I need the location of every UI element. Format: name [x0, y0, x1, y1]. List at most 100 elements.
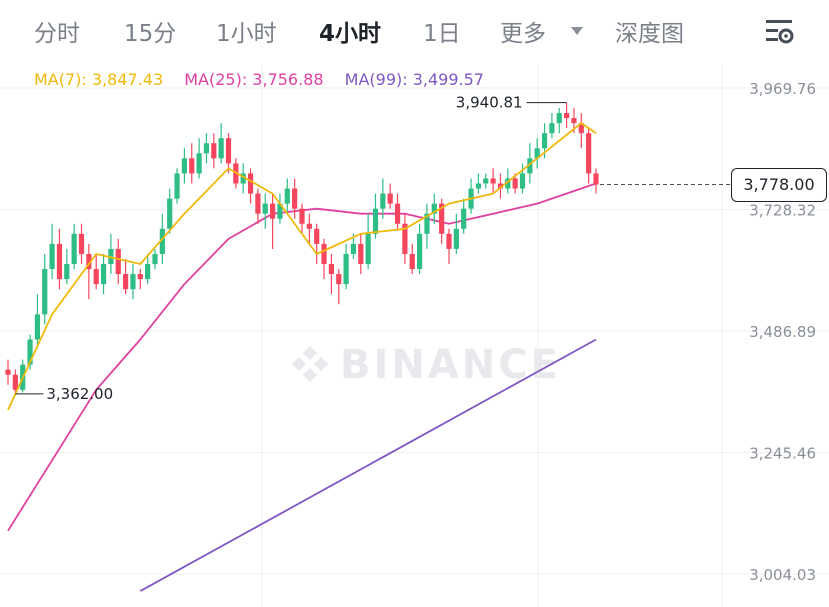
y-axis-tick-label: 3,969.76: [749, 80, 816, 98]
candle-body: [380, 193, 386, 209]
candle-body: [255, 193, 261, 214]
candle-body: [306, 223, 312, 229]
candle-body: [365, 233, 371, 265]
candle-body: [439, 203, 445, 234]
tab-1h[interactable]: 1小时: [216, 21, 277, 47]
candle-body: [262, 203, 268, 214]
candle-body: [292, 188, 298, 209]
candle-body: [586, 133, 592, 174]
candle-body: [284, 188, 290, 204]
candle-body: [247, 173, 254, 194]
candle-body: [64, 264, 70, 280]
candle-body: [167, 198, 173, 229]
candle-body: [541, 133, 548, 149]
candlestick-chart[interactable]: 3,969.76 3,728.32 3,486.89 3,245.46 3,004.03…: [0, 64, 829, 607]
candle-body: [100, 264, 107, 285]
candle-body: [343, 253, 349, 285]
timeframe-tabs: 分时 15分 1小时 4小时 1日 更多 深度图: [0, 0, 829, 64]
candle-body: [277, 203, 283, 219]
candle-body: [571, 118, 577, 124]
candle-body: [71, 233, 77, 265]
candle-body: [115, 248, 121, 275]
tab-time-sharing[interactable]: 分时: [34, 21, 80, 47]
low-price-label: 3,362.00: [46, 385, 113, 403]
ma7-line: [7, 122, 597, 411]
candle-body: [394, 203, 401, 224]
tab-depth-chart[interactable]: 深度图: [615, 21, 684, 47]
tab-1d[interactable]: 1日: [423, 21, 461, 47]
candle-body: [556, 113, 562, 124]
candle-body: [505, 178, 511, 189]
candle-body: [56, 243, 63, 280]
candle-body: [86, 253, 92, 270]
candle-body: [189, 158, 195, 174]
candle-body: [218, 138, 224, 159]
candle-body: [475, 183, 481, 189]
candle-body: [78, 233, 85, 254]
candle-body: [519, 173, 526, 189]
candle-body: [497, 183, 504, 189]
tab-4h[interactable]: 4小时: [319, 21, 382, 47]
candle-body: [417, 233, 423, 270]
ma25-label: MA(25): 3,756.88: [184, 70, 324, 89]
ma99-label: MA(99): 3,499.57: [344, 70, 484, 89]
candle-body: [549, 123, 555, 134]
tab-15m[interactable]: 15分: [124, 21, 177, 47]
candle-body: [593, 173, 599, 185]
candle-body: [453, 228, 459, 249]
candle-body: [240, 173, 246, 184]
y-axis-tick-label: 3,486.89: [749, 323, 816, 341]
candle-body: [93, 269, 99, 285]
ma99-line: [139, 338, 597, 592]
candle-body: [196, 153, 202, 174]
candle-body: [321, 243, 327, 265]
candle-body: [27, 339, 33, 365]
candle-body: [446, 233, 452, 249]
y-axis-tick-label: 3,004.03: [749, 566, 816, 584]
candle-body: [152, 253, 158, 265]
candle-body: [358, 243, 364, 265]
candle-body: [431, 203, 437, 214]
candle-body: [5, 369, 11, 375]
y-axis-tick-label: 3,245.46: [749, 445, 816, 463]
current-price-label: 3,778.00: [731, 167, 827, 202]
ma-legend: MA(7): 3,847.43 MA(25): 3,756.88 MA(99):…: [34, 70, 500, 89]
candle-body: [350, 243, 357, 254]
candle-body: [314, 228, 320, 244]
candle-body: [137, 274, 143, 280]
candle-body: [225, 138, 232, 164]
candle-body: [130, 274, 136, 290]
candle-body: [270, 203, 276, 219]
candle-body: [123, 274, 129, 290]
ma7-label: MA(7): 3,847.43: [34, 70, 164, 89]
candle-body: [461, 208, 467, 229]
high-price-label: 3,940.81: [456, 94, 523, 112]
tab-more[interactable]: 更多: [500, 21, 546, 47]
candle-body: [534, 148, 540, 159]
candle-body: [564, 113, 570, 119]
candle-body: [12, 374, 18, 390]
candle-body: [34, 314, 40, 340]
candle-body: [211, 143, 217, 159]
y-axis-tick-label: 3,728.32: [749, 202, 816, 220]
candle-body: [42, 269, 48, 315]
candle-body: [424, 213, 430, 234]
candle-body: [145, 264, 151, 280]
candle-body: [409, 253, 415, 270]
candle-body: [483, 178, 489, 184]
candle-body: [512, 178, 518, 189]
candle-body: [203, 143, 210, 154]
caret-down-icon[interactable]: [571, 27, 583, 35]
candle-body: [578, 123, 584, 134]
candle-body: [174, 173, 180, 199]
candle-body: [402, 223, 408, 254]
candle-body: [299, 208, 305, 224]
candle-body: [181, 158, 187, 174]
candle-body: [336, 274, 342, 285]
candle-body: [490, 178, 496, 184]
candle-body: [159, 228, 165, 254]
chart-settings-icon[interactable]: [762, 14, 798, 50]
candle-body: [372, 208, 379, 234]
candle-body: [49, 243, 55, 270]
candle-body: [387, 193, 393, 204]
